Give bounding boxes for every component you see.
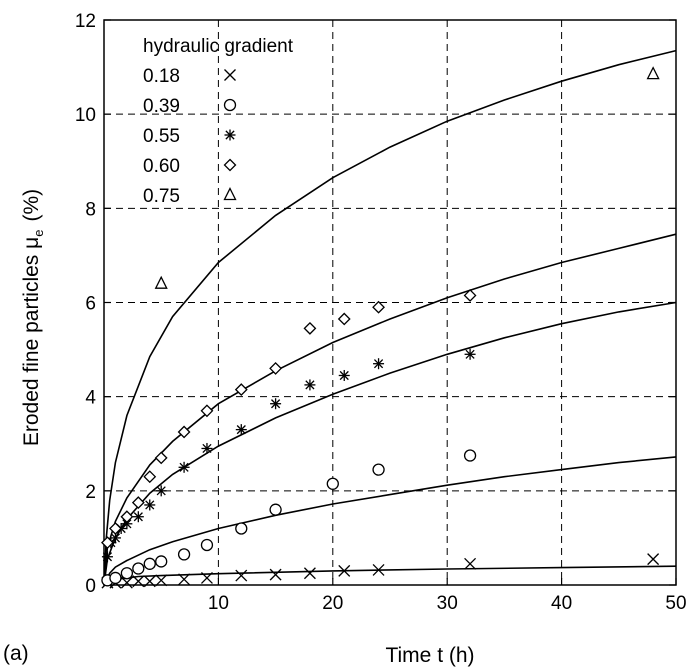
- fit-curve: [103, 301, 677, 586]
- data-point: [201, 571, 213, 584]
- data-point: [269, 361, 283, 375]
- y-tick-label: 6: [85, 294, 96, 315]
- y-axis-title: Eroded fine particles μe (%): [20, 189, 46, 446]
- data-point: [178, 461, 190, 473]
- data-point: [337, 312, 351, 326]
- data-point: [131, 496, 145, 510]
- y-tick-label: 2: [85, 482, 96, 503]
- data-point: [120, 567, 134, 580]
- legend-label: 0.75: [143, 186, 180, 207]
- data-point: [372, 300, 385, 314]
- data-point: [646, 66, 660, 80]
- legend-marker: [223, 158, 237, 172]
- data-point: [270, 398, 282, 410]
- data-point: [463, 289, 477, 302]
- legend-label: 0.18: [143, 66, 180, 87]
- data-point: [235, 424, 247, 436]
- grid: [104, 20, 676, 585]
- data-point: [155, 574, 168, 587]
- data-point: [463, 449, 477, 462]
- fit-curves: [103, 49, 677, 586]
- data-point: [154, 275, 168, 289]
- data-point: [201, 442, 213, 454]
- data-point: [235, 569, 248, 582]
- data-point: [269, 503, 282, 516]
- data-point: [155, 555, 168, 568]
- x-tick-label: 10: [208, 593, 229, 614]
- legend: hydraulic gradient 0.18 0.39 0.55 0.60 0.75: [143, 36, 294, 207]
- data-point: [177, 425, 191, 439]
- x-tick-label: 40: [551, 593, 572, 614]
- data-point: [326, 477, 339, 490]
- data-point: [155, 485, 167, 497]
- legend-marker: [224, 69, 236, 81]
- legend-label: 0.39: [143, 96, 180, 117]
- data-point: [338, 564, 351, 577]
- data-point: [647, 553, 660, 566]
- legend-label: 0.55: [143, 126, 180, 147]
- data-point: [200, 404, 214, 418]
- legend-title: hydraulic gradient: [143, 36, 294, 57]
- data-point: [178, 573, 191, 586]
- data-point: [132, 511, 144, 523]
- data-point: [464, 557, 477, 570]
- data-point: [154, 451, 168, 465]
- x-tick-label: 30: [437, 593, 458, 614]
- data-point: [109, 532, 121, 544]
- x-tick-label: 20: [322, 593, 343, 614]
- legend-marker: [223, 187, 237, 201]
- data-point: [120, 576, 133, 589]
- data-point: [132, 562, 145, 575]
- data-point: [143, 557, 156, 570]
- y-tick-label: 0: [85, 576, 96, 597]
- y-tick-label: 8: [85, 199, 96, 220]
- data-point: [372, 463, 385, 476]
- data-point: [177, 548, 191, 561]
- data-point: [143, 470, 157, 484]
- fit-curve: [103, 233, 677, 586]
- x-tick-label: 50: [665, 593, 686, 614]
- data-point: [143, 575, 156, 588]
- fit-curve: [103, 456, 677, 586]
- data-point: [144, 499, 156, 511]
- data-point: [303, 567, 316, 580]
- data-point: [120, 510, 134, 524]
- y-tick-label: 4: [85, 388, 96, 409]
- data-point: [464, 348, 476, 360]
- panel-label: (a): [3, 642, 29, 665]
- data-point: [132, 575, 145, 588]
- data-point: [200, 538, 214, 552]
- y-tick-label: 12: [75, 11, 96, 32]
- data-points: [101, 66, 660, 589]
- data-point: [109, 571, 122, 585]
- data-point: [373, 358, 385, 370]
- data-point: [303, 321, 317, 335]
- fit-curve: [103, 49, 677, 586]
- data-point: [109, 522, 122, 535]
- data-point: [269, 568, 282, 581]
- fit-curve: [103, 565, 677, 586]
- y-axis-title-main: Eroded fine particles: [20, 249, 43, 446]
- x-axis-title: Time t (h): [385, 644, 474, 667]
- data-point: [338, 369, 350, 381]
- data-point: [101, 536, 114, 550]
- y-tick-label: 10: [75, 105, 96, 126]
- data-point: [372, 563, 385, 576]
- y-axis-title-symbol: μ: [20, 237, 43, 249]
- y-axis-title-unit: (%): [20, 189, 43, 222]
- data-point: [235, 522, 248, 535]
- y-axis-title-subscript: e: [31, 230, 46, 237]
- legend-marker: [224, 129, 236, 141]
- data-point: [234, 383, 248, 397]
- data-point: [304, 379, 316, 391]
- legend-label: 0.60: [143, 156, 180, 177]
- data-point: [101, 551, 113, 563]
- legend-marker: [223, 98, 237, 112]
